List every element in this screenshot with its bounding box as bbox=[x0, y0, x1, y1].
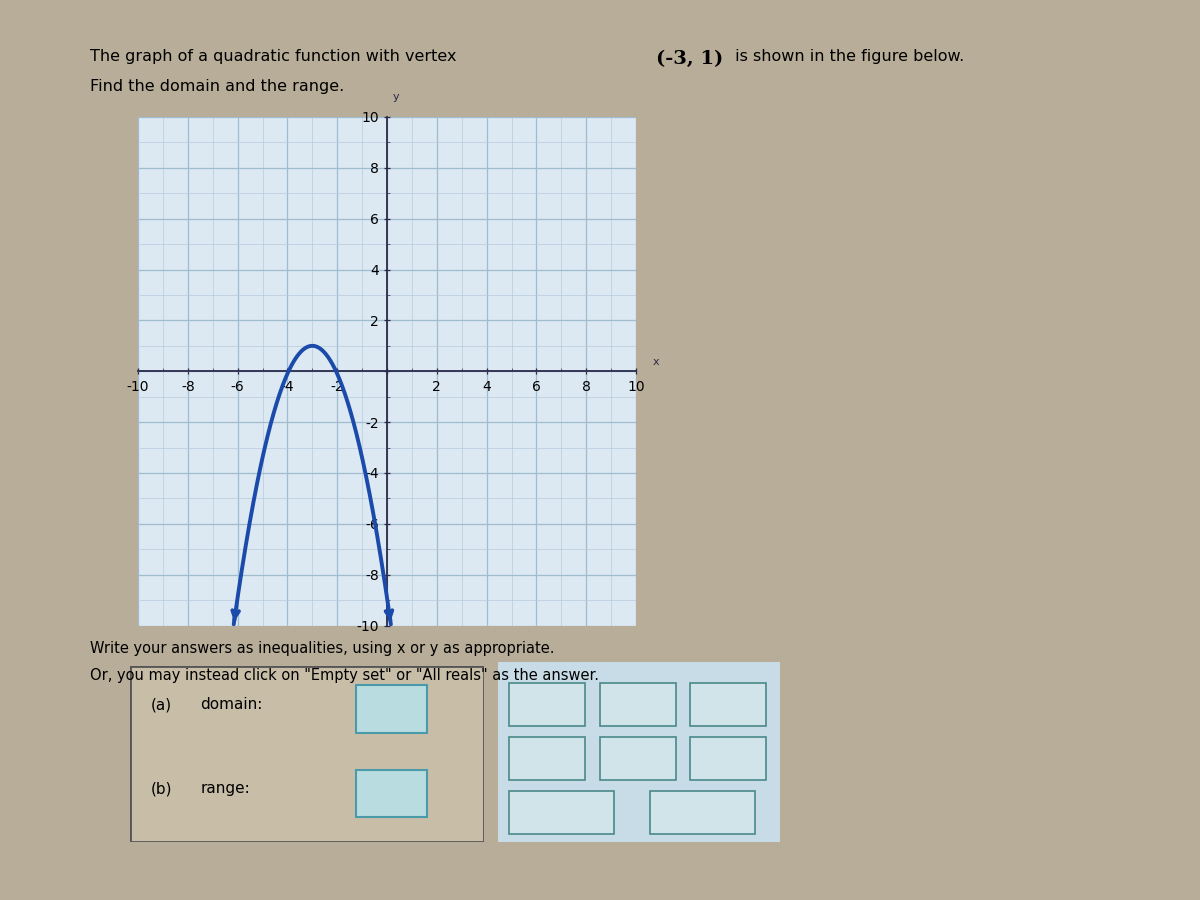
Text: □>□: □>□ bbox=[620, 698, 654, 711]
FancyBboxPatch shape bbox=[356, 685, 427, 733]
Text: □≥□: □≥□ bbox=[530, 752, 564, 765]
FancyBboxPatch shape bbox=[509, 737, 586, 780]
Text: The graph of a quadratic function with vertex: The graph of a quadratic function with v… bbox=[90, 50, 462, 65]
Text: Empty
set: Empty set bbox=[544, 802, 580, 824]
Text: x: x bbox=[653, 357, 659, 367]
Text: □
─
□: □ ─ □ bbox=[632, 742, 643, 775]
FancyBboxPatch shape bbox=[356, 770, 427, 817]
Text: is shown in the figure below.: is shown in the figure below. bbox=[730, 50, 964, 65]
Text: □<□: □<□ bbox=[530, 698, 564, 711]
FancyBboxPatch shape bbox=[492, 658, 786, 845]
Text: range:: range: bbox=[200, 781, 250, 797]
FancyBboxPatch shape bbox=[690, 683, 766, 726]
FancyBboxPatch shape bbox=[509, 683, 586, 726]
Text: (a): (a) bbox=[151, 698, 172, 712]
Text: (-3, 1): (-3, 1) bbox=[656, 50, 724, 68]
FancyBboxPatch shape bbox=[650, 791, 755, 834]
Text: Or, you may instead click on "Empty set" or "All reals" as the answer.: Or, you may instead click on "Empty set"… bbox=[90, 668, 599, 683]
FancyBboxPatch shape bbox=[600, 683, 676, 726]
FancyBboxPatch shape bbox=[600, 737, 676, 780]
FancyBboxPatch shape bbox=[690, 737, 766, 780]
FancyBboxPatch shape bbox=[509, 791, 613, 834]
Text: (b): (b) bbox=[151, 781, 173, 797]
Text: All reals: All reals bbox=[680, 807, 725, 818]
Text: □≤□: □≤□ bbox=[710, 698, 745, 711]
Text: Write your answers as inequalities, using x or y as appropriate.: Write your answers as inequalities, usin… bbox=[90, 641, 554, 656]
FancyBboxPatch shape bbox=[130, 666, 484, 842]
Text: domain:: domain: bbox=[200, 698, 263, 712]
Text: y: y bbox=[392, 92, 400, 102]
Text: □□
─
□□: □□ ─ □□ bbox=[719, 742, 737, 775]
Text: Find the domain and the range.: Find the domain and the range. bbox=[90, 79, 344, 94]
